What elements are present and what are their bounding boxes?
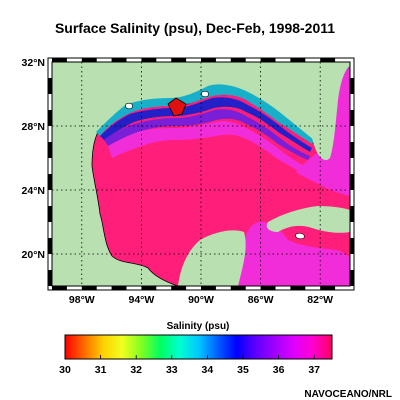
colorbar-tick-label: 30 (59, 364, 71, 376)
coastal-shelf-band-37 (108, 121, 308, 174)
latitude-labels: 32°N 28°N 24°N 20°N (22, 57, 45, 261)
coastal-shelf-band-low (96, 84, 314, 144)
map-inner-border (51, 61, 351, 287)
frame-segment (230, 286, 246, 290)
frame-segment (350, 142, 354, 158)
frame-segment (171, 286, 187, 290)
longitude-tick-label: 94°W (129, 294, 155, 306)
frame-segment (48, 174, 52, 190)
colorbar-tick-label: 36 (273, 364, 285, 376)
frame-segment (48, 142, 52, 158)
longitude-tick-label: 86°W (248, 294, 274, 306)
frame-segment (260, 58, 276, 62)
frame-segment (230, 58, 246, 62)
colorbar: Salinity (psu) 30 31 32 33 34 35 36 37 (59, 321, 333, 376)
island (125, 102, 133, 110)
frame-segment (48, 78, 52, 94)
frame-segment (48, 110, 52, 126)
frame-segment (320, 58, 336, 62)
colorbar-ticks: 30 31 32 33 34 35 36 37 (59, 355, 320, 376)
frame-segment (48, 270, 52, 286)
latitude-tick-label: 20°N (22, 249, 45, 261)
frame-segment (141, 286, 157, 290)
latitude-tick-label: 32°N (22, 57, 45, 69)
cuba-island (266, 206, 350, 233)
latitude-tick-label: 28°N (22, 121, 45, 133)
mississippi-plume (168, 98, 186, 116)
coastal-shelf-band-high (104, 109, 310, 160)
frame-segment (111, 58, 127, 62)
island (295, 232, 305, 240)
credit-label: NAVOCEANO/NRL (304, 389, 392, 400)
frame-segment (350, 110, 354, 126)
frame-segment (52, 58, 67, 62)
longitude-tick-label: 82°W (307, 294, 333, 306)
longitude-tick-label: 90°W (188, 294, 214, 306)
frame-segment (201, 286, 216, 290)
chart-title: Surface Salinity (psu), Dec-Feb, 1998-20… (55, 20, 335, 36)
florida-peninsula (296, 62, 350, 161)
map-panel: 32°N 28°N 24°N 20°N 98°W 94°W 90°W 86°W 82°W (22, 57, 355, 306)
frame-segment (52, 286, 67, 290)
colorbar-tick-label: 37 (308, 364, 320, 376)
plume-outline (167, 97, 187, 117)
frame-segment (350, 78, 354, 94)
frame-segment (350, 206, 354, 222)
longitude-labels: 98°W 94°W 90°W 86°W 82°W (69, 294, 333, 306)
yucatan-peninsula (178, 230, 246, 286)
colorbar-gradient (64, 334, 333, 360)
coastal-shelf-band-mid (100, 97, 312, 152)
island (201, 90, 209, 98)
colorbar-tick-label: 31 (95, 364, 107, 376)
frame-segment (141, 58, 157, 62)
frame-segment (350, 270, 354, 286)
latitude-tick-label: 24°N (22, 185, 45, 197)
atlantic-37-region (296, 66, 350, 196)
frame-segment (290, 58, 306, 62)
colorbar-tick-label: 33 (166, 364, 178, 376)
frame-segment (171, 58, 187, 62)
frame-segment (81, 286, 97, 290)
frame-segment (111, 286, 127, 290)
frame-segment (350, 174, 354, 190)
colorbar-title: Salinity (psu) (167, 321, 230, 332)
frame-segment (320, 286, 336, 290)
colorbar-tick-label: 35 (237, 364, 249, 376)
frame-segment (201, 58, 216, 62)
caribbean-37-region (236, 221, 350, 286)
longitude-tick-label: 98°W (69, 294, 95, 306)
colorbar-tick-label: 34 (202, 364, 214, 376)
frame-segment (48, 206, 52, 222)
frame-segment (48, 238, 52, 254)
colorbar-tick-label: 32 (130, 364, 142, 376)
frame-segment (350, 238, 354, 254)
frame-segment (260, 286, 276, 290)
graticule (52, 62, 350, 286)
frame-segment (81, 58, 97, 62)
frame-segment (290, 286, 306, 290)
